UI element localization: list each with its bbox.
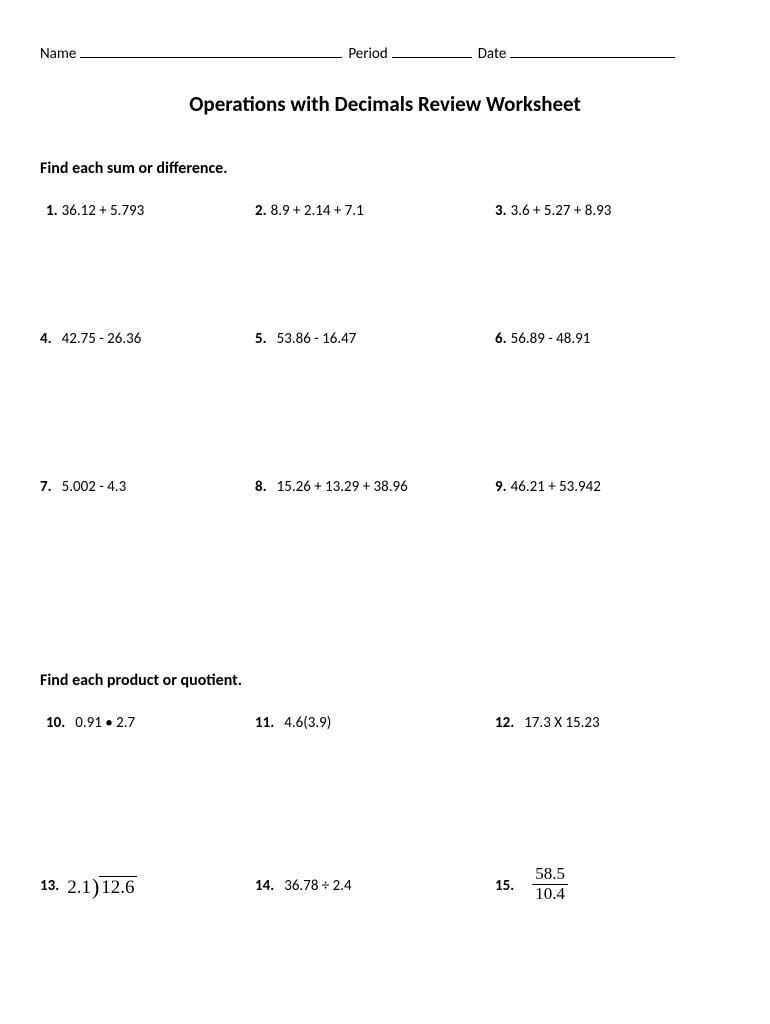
problem-text: 53.86 - 16.47 [277, 330, 357, 348]
problem-8: 8. 15.26 + 13.29 + 38.96 [255, 478, 495, 496]
problem-text: 56.89 - 48.91 [511, 330, 591, 348]
dividend: 12.6 [99, 876, 136, 899]
problem-1: 1. 36.12 + 5.793 [40, 202, 255, 220]
problem-number: 12. [495, 714, 514, 732]
problem-row: 1. 36.12 + 5.793 2. 8.9 + 2.14 + 7.1 3. … [40, 202, 730, 220]
problem-text: 5.002 - 4.3 [62, 478, 127, 496]
problem-text: 8.9 + 2.14 + 7.1 [271, 202, 364, 220]
date-input-line[interactable] [510, 57, 675, 58]
period-input-line[interactable] [392, 57, 472, 58]
fraction: 58.5 10.4 [532, 865, 568, 903]
problem-text: 0.91 • 2.7 [75, 714, 135, 732]
name-input-line[interactable] [80, 57, 342, 58]
problem-text: 4.6(3.9) [284, 714, 331, 732]
period-label: Period [348, 45, 387, 63]
problem-number: 15. [495, 877, 514, 895]
section1-heading: Find each sum or difference. [40, 159, 730, 178]
problem-10: 10. 0.91 • 2.7 [40, 714, 255, 732]
problem-11: 11. 4.6(3.9) [255, 714, 495, 732]
problem-13: 13. 2.1)12.6 [40, 867, 255, 905]
problem-15: 15. 58.5 10.4 [495, 867, 715, 905]
problem-number: 9. [495, 478, 507, 496]
worksheet-title: Operations with Decimals Review Workshee… [40, 91, 730, 117]
problem-row: 4. 42.75 - 26.36 5. 53.86 - 16.47 6. 56.… [40, 330, 730, 348]
problem-12: 12. 17.3 X 15.23 [495, 714, 715, 732]
name-label: Name [40, 45, 76, 63]
problem-row: 13. 2.1)12.6 14. 36.78 ÷ 2.4 15. 58.5 10… [40, 867, 730, 905]
problem-3: 3. 3.6 + 5.27 + 8.93 [495, 202, 715, 220]
problem-number: 2. [255, 202, 267, 220]
date-label: Date [478, 45, 507, 63]
problem-number: 1. [46, 202, 58, 220]
problem-5: 5. 53.86 - 16.47 [255, 330, 495, 348]
problem-text: 36.78 ÷ 2.4 [284, 877, 351, 895]
problem-text: 3.6 + 5.27 + 8.93 [511, 202, 612, 220]
problem-number: 8. [255, 478, 267, 496]
problem-number: 10. [46, 714, 65, 732]
problem-number: 13. [40, 877, 59, 895]
problem-number: 11. [255, 714, 274, 732]
problem-text: 42.75 - 26.36 [62, 330, 142, 348]
numerator: 58.5 [532, 865, 568, 884]
long-division: 2.1)12.6 [67, 873, 136, 899]
problem-text: 17.3 X 15.23 [524, 714, 599, 732]
problem-number: 4. [40, 330, 52, 348]
problem-14: 14. 36.78 ÷ 2.4 [255, 867, 495, 905]
division-bracket-icon: ) [92, 874, 99, 900]
problem-number: 5. [255, 330, 267, 348]
problem-text: 36.12 + 5.793 [62, 202, 145, 220]
problem-row: 10. 0.91 • 2.7 11. 4.6(3.9) 12. 17.3 X 1… [40, 714, 730, 732]
problem-2: 2. 8.9 + 2.14 + 7.1 [255, 202, 495, 220]
problem-4: 4. 42.75 - 26.36 [40, 330, 255, 348]
problem-7: 7. 5.002 - 4.3 [40, 478, 255, 496]
denominator: 10.4 [532, 884, 568, 904]
problem-number: 7. [40, 478, 52, 496]
problem-number: 3. [495, 202, 507, 220]
problem-text: 46.21 + 53.942 [511, 478, 601, 496]
problem-text: 15.26 + 13.29 + 38.96 [277, 478, 408, 496]
header-row: Name Period Date [40, 45, 730, 63]
problem-6: 6. 56.89 - 48.91 [495, 330, 715, 348]
problem-9: 9. 46.21 + 53.942 [495, 478, 715, 496]
divisor: 2.1 [67, 877, 91, 899]
problem-number: 14. [255, 877, 274, 895]
problem-number: 6. [495, 330, 507, 348]
problem-row: 7. 5.002 - 4.3 8. 15.26 + 13.29 + 38.96 … [40, 478, 730, 496]
section2-heading: Find each product or quotient. [40, 671, 730, 690]
